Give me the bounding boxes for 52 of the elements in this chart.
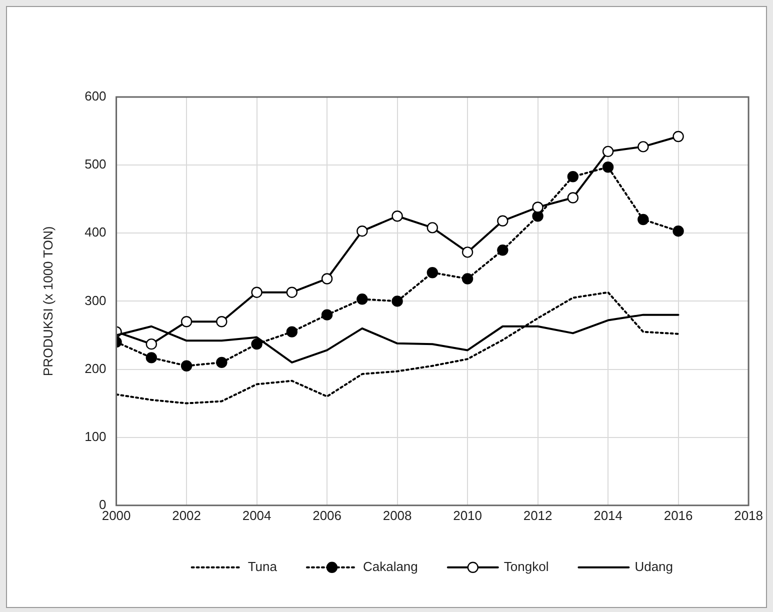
point xyxy=(321,273,333,284)
x-tick-label: 2004 xyxy=(242,508,272,523)
legend-label: Tuna xyxy=(248,558,278,574)
point xyxy=(286,326,298,338)
point xyxy=(426,222,438,234)
point xyxy=(392,296,403,307)
x-tick-label: 2016 xyxy=(664,508,693,523)
point xyxy=(356,225,368,237)
x-tick-label: 2002 xyxy=(172,508,201,523)
y-tick-label: 400 xyxy=(84,224,106,240)
legend-label: Cakalang xyxy=(362,558,418,574)
point xyxy=(672,130,684,142)
point xyxy=(356,294,368,305)
point xyxy=(392,210,403,222)
y-axis-title: PRODUKSI (x 1000 TON) xyxy=(40,226,56,376)
point xyxy=(602,146,614,158)
point xyxy=(251,286,262,298)
x-tick-label: 2006 xyxy=(312,508,342,523)
x-tick-label: 2012 xyxy=(523,508,552,523)
x-tick-label: 2014 xyxy=(594,508,622,523)
point xyxy=(602,162,614,173)
x-tick-label: 2008 xyxy=(382,508,412,523)
point xyxy=(672,225,684,237)
point xyxy=(567,192,579,204)
x-tick-label: 2010 xyxy=(453,508,482,523)
point xyxy=(146,352,158,364)
point xyxy=(216,356,228,368)
point xyxy=(251,338,262,350)
point xyxy=(216,316,228,328)
point xyxy=(462,273,474,284)
point xyxy=(180,360,192,372)
point xyxy=(567,171,579,182)
legend-label: Tongkol xyxy=(504,558,549,574)
point xyxy=(286,286,298,298)
x-tick-label: 2018 xyxy=(734,508,763,523)
y-tick-label: 300 xyxy=(84,292,106,308)
point xyxy=(638,214,649,226)
point xyxy=(497,215,508,226)
point xyxy=(146,338,158,350)
point xyxy=(638,141,649,152)
y-tick-label: 100 xyxy=(84,428,106,444)
y-tick-label: 600 xyxy=(84,88,106,104)
point xyxy=(462,246,474,258)
y-tick-label: 200 xyxy=(84,360,106,376)
y-tick-label: 500 xyxy=(84,156,106,172)
point xyxy=(426,267,438,278)
point xyxy=(321,309,333,320)
point xyxy=(180,316,192,328)
point xyxy=(497,244,508,256)
legend-label: Udang xyxy=(634,558,674,574)
point xyxy=(532,210,544,222)
point xyxy=(532,202,544,213)
